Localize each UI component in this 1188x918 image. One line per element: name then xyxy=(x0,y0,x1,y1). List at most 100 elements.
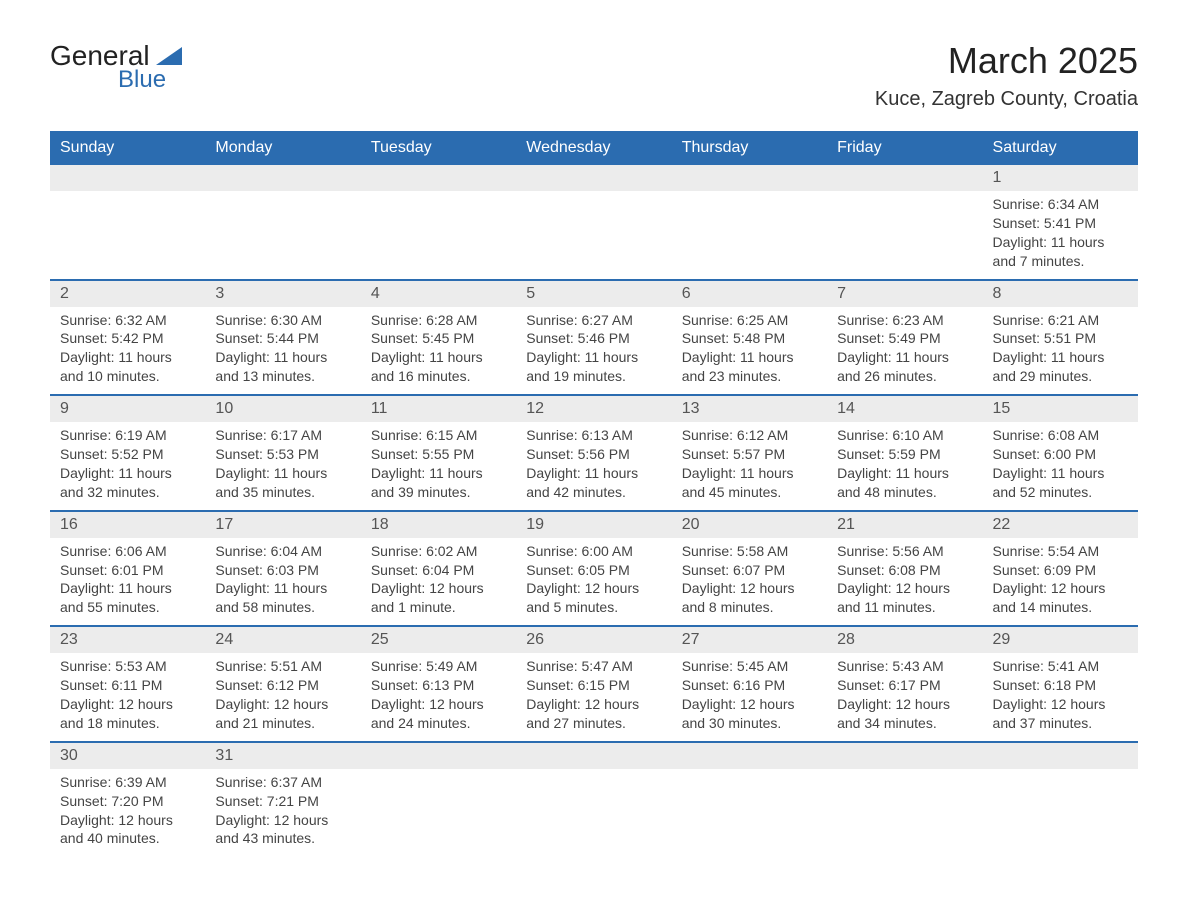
logo: General Blue xyxy=(50,40,182,94)
sunrise-text: Sunrise: 6:12 AM xyxy=(682,426,817,445)
day-details-row: Sunrise: 6:06 AMSunset: 6:01 PMDaylight:… xyxy=(50,538,1138,627)
sunset-text: Sunset: 6:07 PM xyxy=(682,561,817,580)
day-details-cell: Sunrise: 5:47 AMSunset: 6:15 PMDaylight:… xyxy=(516,653,671,742)
sunset-text: Sunset: 6:12 PM xyxy=(215,676,350,695)
day-number-cell: 2 xyxy=(50,280,205,307)
sunrise-text: Sunrise: 6:19 AM xyxy=(60,426,195,445)
day-header: Tuesday xyxy=(361,131,516,165)
day-number-cell: 27 xyxy=(672,626,827,653)
sunset-text: Sunset: 5:45 PM xyxy=(371,329,506,348)
sunset-text: Sunset: 5:56 PM xyxy=(526,445,661,464)
daylight-text: Daylight: 12 hours and 24 minutes. xyxy=(371,695,506,733)
daylight-text: Daylight: 12 hours and 30 minutes. xyxy=(682,695,817,733)
day-number-cell: 1 xyxy=(983,165,1138,191)
sunrise-text: Sunrise: 5:51 AM xyxy=(215,657,350,676)
day-details-cell: Sunrise: 6:37 AMSunset: 7:21 PMDaylight:… xyxy=(205,769,360,857)
sunrise-text: Sunrise: 5:43 AM xyxy=(837,657,972,676)
day-number-cell xyxy=(361,742,516,769)
day-number-cell: 16 xyxy=(50,511,205,538)
sunset-text: Sunset: 5:41 PM xyxy=(993,214,1128,233)
sunrise-text: Sunrise: 6:27 AM xyxy=(526,311,661,330)
sunset-text: Sunset: 7:21 PM xyxy=(215,792,350,811)
daylight-text: Daylight: 12 hours and 5 minutes. xyxy=(526,579,661,617)
day-details-cell: Sunrise: 6:04 AMSunset: 6:03 PMDaylight:… xyxy=(205,538,360,627)
day-header: Thursday xyxy=(672,131,827,165)
day-number-cell: 4 xyxy=(361,280,516,307)
daylight-text: Daylight: 11 hours and 48 minutes. xyxy=(837,464,972,502)
day-number-cell: 29 xyxy=(983,626,1138,653)
day-details-cell: Sunrise: 6:23 AMSunset: 5:49 PMDaylight:… xyxy=(827,307,982,396)
sunset-text: Sunset: 5:44 PM xyxy=(215,329,350,348)
sunset-text: Sunset: 6:08 PM xyxy=(837,561,972,580)
sunrise-text: Sunrise: 6:32 AM xyxy=(60,311,195,330)
sunrise-text: Sunrise: 5:47 AM xyxy=(526,657,661,676)
day-number-cell: 24 xyxy=(205,626,360,653)
calendar-body: 1 Sunrise: 6:34 AMSunset: 5:41 PMDayligh… xyxy=(50,165,1138,856)
daylight-text: Daylight: 12 hours and 27 minutes. xyxy=(526,695,661,733)
day-number-row: 1 xyxy=(50,165,1138,191)
day-details-cell: Sunrise: 5:54 AMSunset: 6:09 PMDaylight:… xyxy=(983,538,1138,627)
daylight-text: Daylight: 12 hours and 34 minutes. xyxy=(837,695,972,733)
day-number-cell: 21 xyxy=(827,511,982,538)
day-number-cell: 14 xyxy=(827,395,982,422)
sunset-text: Sunset: 5:49 PM xyxy=(837,329,972,348)
day-number-cell: 9 xyxy=(50,395,205,422)
day-number-cell: 17 xyxy=(205,511,360,538)
day-number-cell: 12 xyxy=(516,395,671,422)
day-number-cell: 28 xyxy=(827,626,982,653)
day-details-cell: Sunrise: 5:51 AMSunset: 6:12 PMDaylight:… xyxy=(205,653,360,742)
title-block: March 2025 Kuce, Zagreb County, Croatia xyxy=(875,40,1138,111)
day-number-cell: 30 xyxy=(50,742,205,769)
sunrise-text: Sunrise: 5:45 AM xyxy=(682,657,817,676)
day-details-cell: Sunrise: 6:34 AMSunset: 5:41 PMDaylight:… xyxy=(983,191,1138,280)
day-details-row: Sunrise: 6:32 AMSunset: 5:42 PMDaylight:… xyxy=(50,307,1138,396)
daylight-text: Daylight: 12 hours and 21 minutes. xyxy=(215,695,350,733)
sunrise-text: Sunrise: 6:39 AM xyxy=(60,773,195,792)
day-details-cell: Sunrise: 6:28 AMSunset: 5:45 PMDaylight:… xyxy=(361,307,516,396)
day-number-cell: 7 xyxy=(827,280,982,307)
day-details-row: Sunrise: 6:19 AMSunset: 5:52 PMDaylight:… xyxy=(50,422,1138,511)
day-details-cell xyxy=(983,769,1138,857)
day-number-cell: 6 xyxy=(672,280,827,307)
sunset-text: Sunset: 6:17 PM xyxy=(837,676,972,695)
day-number-cell: 26 xyxy=(516,626,671,653)
day-header: Wednesday xyxy=(516,131,671,165)
sunset-text: Sunset: 6:16 PM xyxy=(682,676,817,695)
sunset-text: Sunset: 6:05 PM xyxy=(526,561,661,580)
sunset-text: Sunset: 5:46 PM xyxy=(526,329,661,348)
day-details-cell: Sunrise: 6:39 AMSunset: 7:20 PMDaylight:… xyxy=(50,769,205,857)
daylight-text: Daylight: 11 hours and 45 minutes. xyxy=(682,464,817,502)
day-number-row: 2345678 xyxy=(50,280,1138,307)
logo-triangle-icon xyxy=(156,47,182,65)
day-details-cell xyxy=(672,191,827,280)
day-number-cell xyxy=(672,742,827,769)
daylight-text: Daylight: 11 hours and 55 minutes. xyxy=(60,579,195,617)
sunrise-text: Sunrise: 6:15 AM xyxy=(371,426,506,445)
daylight-text: Daylight: 11 hours and 26 minutes. xyxy=(837,348,972,386)
day-details-cell xyxy=(827,191,982,280)
sunset-text: Sunset: 5:59 PM xyxy=(837,445,972,464)
day-header-row: Sunday Monday Tuesday Wednesday Thursday… xyxy=(50,131,1138,165)
day-number-row: 16171819202122 xyxy=(50,511,1138,538)
daylight-text: Daylight: 11 hours and 29 minutes. xyxy=(993,348,1128,386)
day-details-cell: Sunrise: 5:45 AMSunset: 6:16 PMDaylight:… xyxy=(672,653,827,742)
day-details-cell: Sunrise: 6:27 AMSunset: 5:46 PMDaylight:… xyxy=(516,307,671,396)
day-number-cell xyxy=(672,165,827,191)
day-details-cell xyxy=(50,191,205,280)
day-details-cell xyxy=(205,191,360,280)
day-details-cell: Sunrise: 6:19 AMSunset: 5:52 PMDaylight:… xyxy=(50,422,205,511)
sunset-text: Sunset: 5:48 PM xyxy=(682,329,817,348)
day-details-cell: Sunrise: 5:58 AMSunset: 6:07 PMDaylight:… xyxy=(672,538,827,627)
daylight-text: Daylight: 11 hours and 16 minutes. xyxy=(371,348,506,386)
day-details-cell xyxy=(361,769,516,857)
day-details-cell xyxy=(827,769,982,857)
sunrise-text: Sunrise: 6:34 AM xyxy=(993,195,1128,214)
day-details-cell xyxy=(516,769,671,857)
day-details-cell xyxy=(516,191,671,280)
day-details-cell: Sunrise: 5:41 AMSunset: 6:18 PMDaylight:… xyxy=(983,653,1138,742)
day-header: Monday xyxy=(205,131,360,165)
daylight-text: Daylight: 12 hours and 1 minute. xyxy=(371,579,506,617)
calendar-table: Sunday Monday Tuesday Wednesday Thursday… xyxy=(50,131,1138,856)
day-details-cell: Sunrise: 5:49 AMSunset: 6:13 PMDaylight:… xyxy=(361,653,516,742)
sunrise-text: Sunrise: 6:30 AM xyxy=(215,311,350,330)
